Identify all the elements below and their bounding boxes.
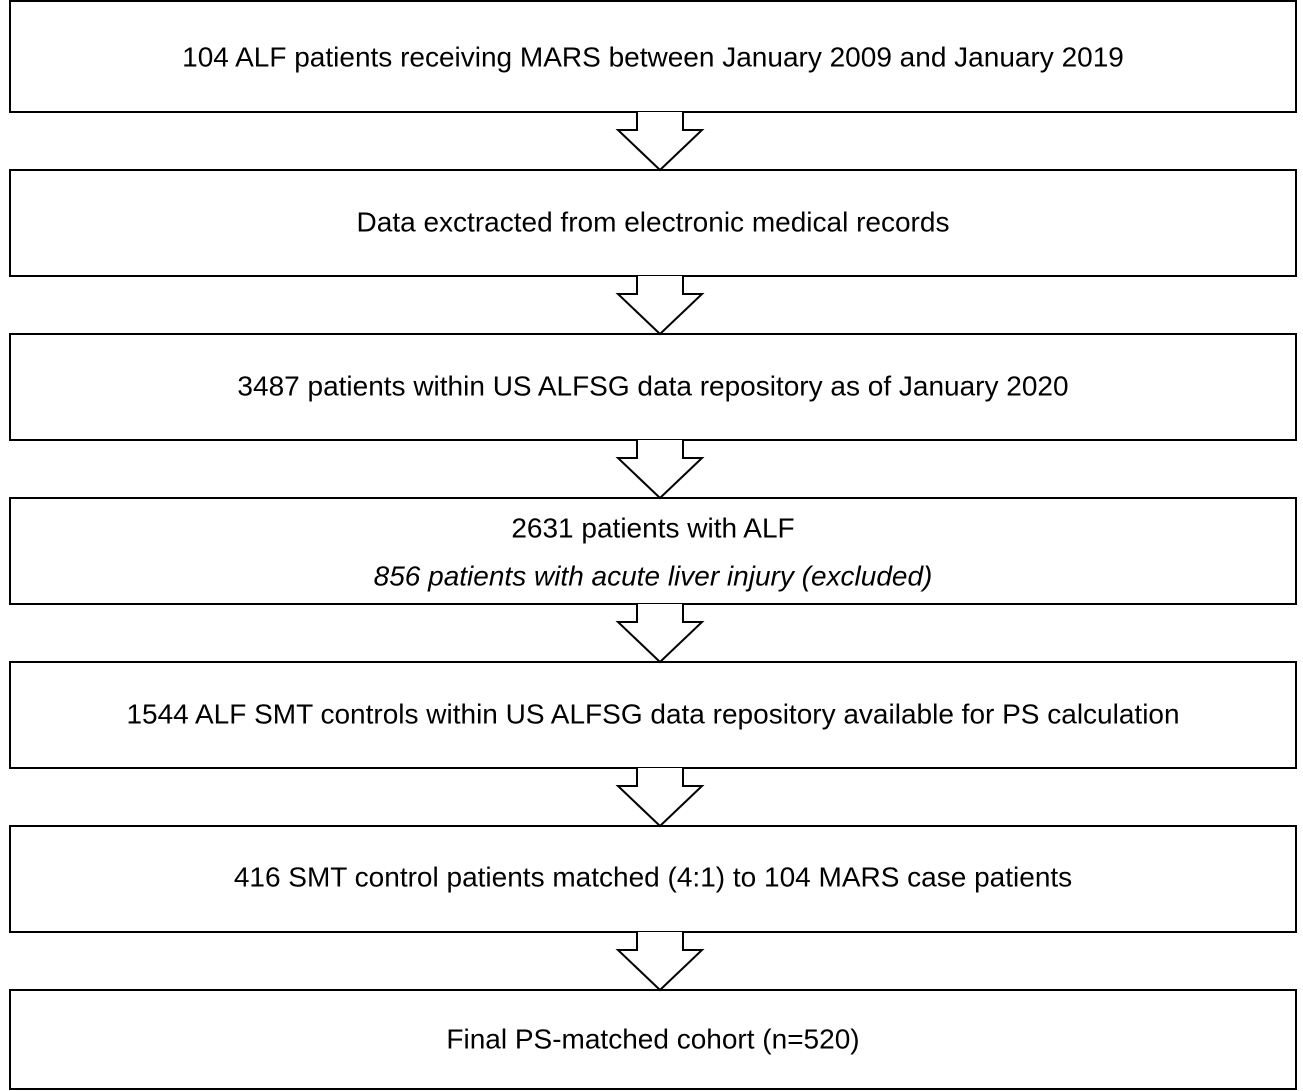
- box: [9, 989, 1297, 1090]
- box: [9, 825, 1297, 933]
- node-note: 856 patients with acute liver injury (ex…: [374, 560, 933, 591]
- box: [9, 497, 1297, 605]
- box: [9, 333, 1297, 441]
- arrow: [615, 440, 705, 500]
- node-label: 1544 ALF SMT controls within US ALFSG da…: [126, 698, 1179, 729]
- box: [9, 0, 1297, 113]
- arrow: [615, 932, 705, 992]
- arrow: [615, 276, 705, 336]
- node-label: 416 SMT control patients matched (4:1) t…: [234, 861, 1072, 892]
- box: [9, 661, 1297, 769]
- box: [9, 169, 1297, 277]
- node-label: 3487 patients within US ALFSG data repos…: [237, 370, 1068, 401]
- node-label: 104 ALF patients receiving MARS between …: [182, 41, 1124, 72]
- node-label: Data exctracted from electronic medical …: [357, 206, 950, 237]
- arrow: [615, 768, 705, 828]
- node-label: Final PS-matched cohort (n=520): [446, 1023, 859, 1054]
- arrow: [615, 112, 705, 172]
- node-label: 2631 patients with ALF: [511, 512, 794, 543]
- arrow: [615, 604, 705, 664]
